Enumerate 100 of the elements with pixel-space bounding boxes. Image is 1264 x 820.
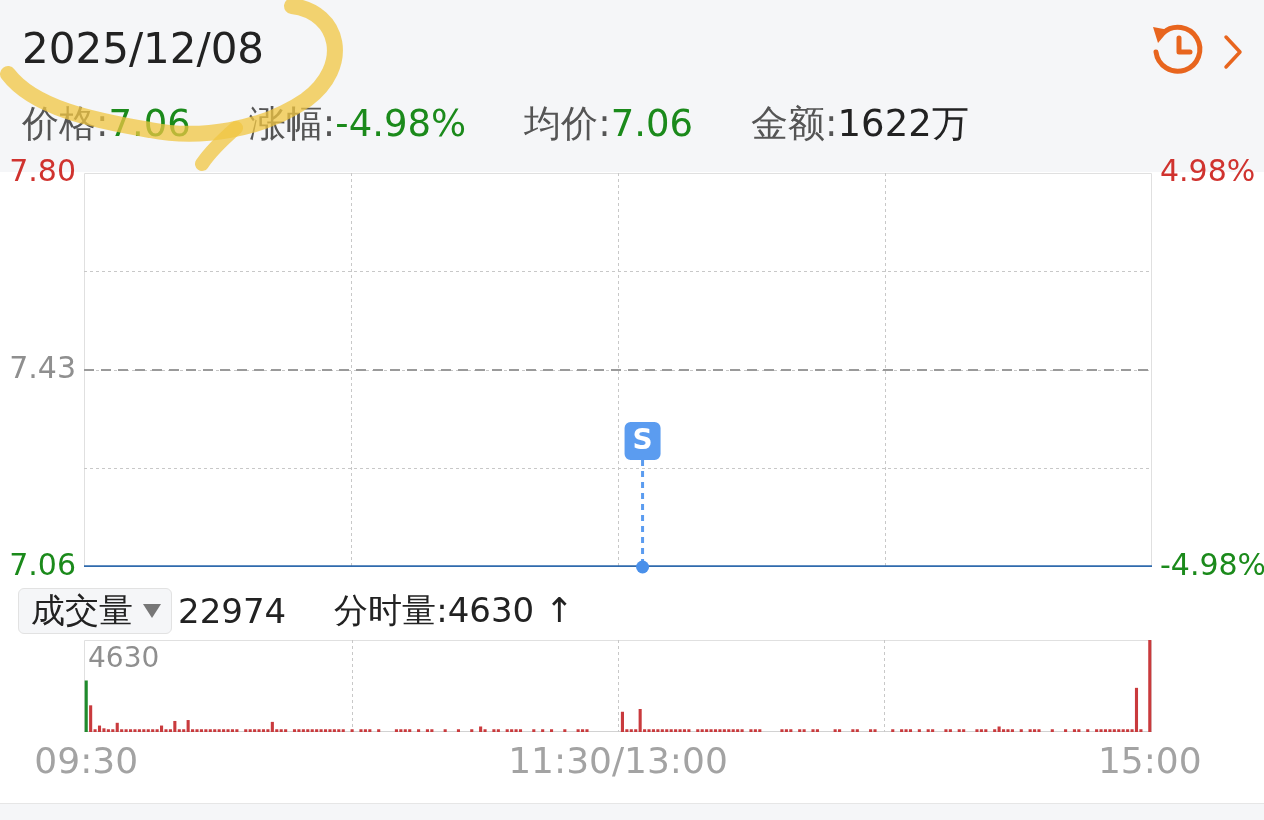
- bar: [1099, 729, 1103, 732]
- bar: [177, 729, 181, 732]
- bar: [310, 729, 314, 732]
- bar: [541, 729, 545, 732]
- bar: [917, 729, 921, 732]
- bar: [399, 729, 403, 732]
- bar: [629, 729, 633, 732]
- bar: [261, 729, 266, 732]
- bar: [248, 729, 252, 732]
- bar: [687, 729, 691, 732]
- bar: [102, 728, 106, 732]
- text: 分时量:4630 ↑: [334, 589, 574, 632]
- bar: [337, 729, 341, 732]
- bar: [855, 729, 859, 732]
- bar: [948, 729, 952, 732]
- bar: [944, 729, 948, 732]
- text: 金额:1622万: [751, 102, 969, 145]
- bar: [297, 729, 301, 732]
- bar: [1050, 729, 1054, 732]
- bar: [394, 729, 398, 732]
- bar: [151, 729, 155, 732]
- bar: [784, 729, 788, 732]
- bar: [182, 729, 186, 732]
- bar: [665, 729, 669, 732]
- bar: [142, 729, 146, 732]
- x-tick-label: 09:30: [34, 740, 139, 782]
- bar: [323, 729, 328, 732]
- bar: [284, 729, 288, 732]
- bar: [133, 729, 137, 732]
- bar: [1108, 729, 1112, 732]
- bar: [217, 729, 221, 732]
- bar: [833, 729, 837, 732]
- bar: [204, 729, 208, 732]
- bar: [651, 729, 655, 732]
- bar: [758, 729, 762, 732]
- bar: [993, 729, 997, 732]
- bar: [164, 729, 168, 732]
- bar: [838, 729, 842, 732]
- bar: [709, 729, 713, 732]
- bar: [430, 729, 434, 732]
- bar: [532, 729, 536, 732]
- bar: [1112, 729, 1116, 732]
- bar: [230, 729, 235, 732]
- x-tick-label: 11:30/13:00: [508, 740, 728, 782]
- bar: [674, 729, 678, 732]
- bar: [563, 729, 567, 732]
- dropdown-field: 成交量: [18, 588, 172, 634]
- bar: [253, 729, 257, 732]
- bar: [962, 729, 966, 732]
- bar: [638, 709, 642, 732]
- bar: [931, 729, 935, 732]
- annotation: 4630: [88, 641, 160, 675]
- bar: [1033, 729, 1037, 732]
- bar: [869, 729, 873, 732]
- bar: [518, 729, 523, 732]
- bar: [1095, 729, 1099, 732]
- bar: [731, 729, 735, 732]
- bar: [1148, 640, 1152, 732]
- bar: [727, 729, 731, 732]
- bar: [492, 729, 496, 732]
- bar: [815, 729, 819, 732]
- bar: [1037, 729, 1041, 732]
- bar: [1126, 729, 1130, 732]
- bar: [89, 705, 93, 732]
- bar: [510, 729, 514, 732]
- bar: [350, 729, 354, 732]
- bar: [306, 729, 310, 732]
- bar: [208, 729, 212, 732]
- y2-tick-label: 4.98%: [1160, 152, 1256, 188]
- bar: [984, 729, 988, 732]
- bar: [408, 729, 412, 732]
- bar: [585, 729, 589, 732]
- bar: [115, 722, 119, 732]
- bar: [93, 729, 97, 732]
- bar: [443, 729, 447, 732]
- bar: [718, 729, 722, 732]
- bar: [1006, 729, 1010, 732]
- bar: [425, 729, 429, 732]
- bar: [483, 729, 487, 732]
- bar: [753, 729, 757, 732]
- bar: [873, 729, 877, 732]
- x-tick-label: 15:00: [1097, 740, 1202, 782]
- bar: [1019, 729, 1023, 732]
- bar: [713, 729, 718, 732]
- bar: [403, 729, 407, 732]
- bar: [678, 729, 682, 732]
- text: 均价:7.06: [524, 102, 694, 145]
- bar: [620, 711, 624, 732]
- bar: [319, 729, 323, 732]
- bar: [705, 729, 709, 732]
- bar: [137, 729, 141, 732]
- bar: [1010, 729, 1014, 732]
- bar: [1072, 729, 1076, 732]
- bar: [496, 729, 500, 732]
- y-tick-label: 7.43: [9, 349, 76, 385]
- bar: [97, 725, 102, 732]
- bar: [363, 729, 367, 732]
- bar: [270, 721, 274, 732]
- bar: [257, 729, 261, 732]
- chart-title: 2025/12/08: [22, 24, 265, 73]
